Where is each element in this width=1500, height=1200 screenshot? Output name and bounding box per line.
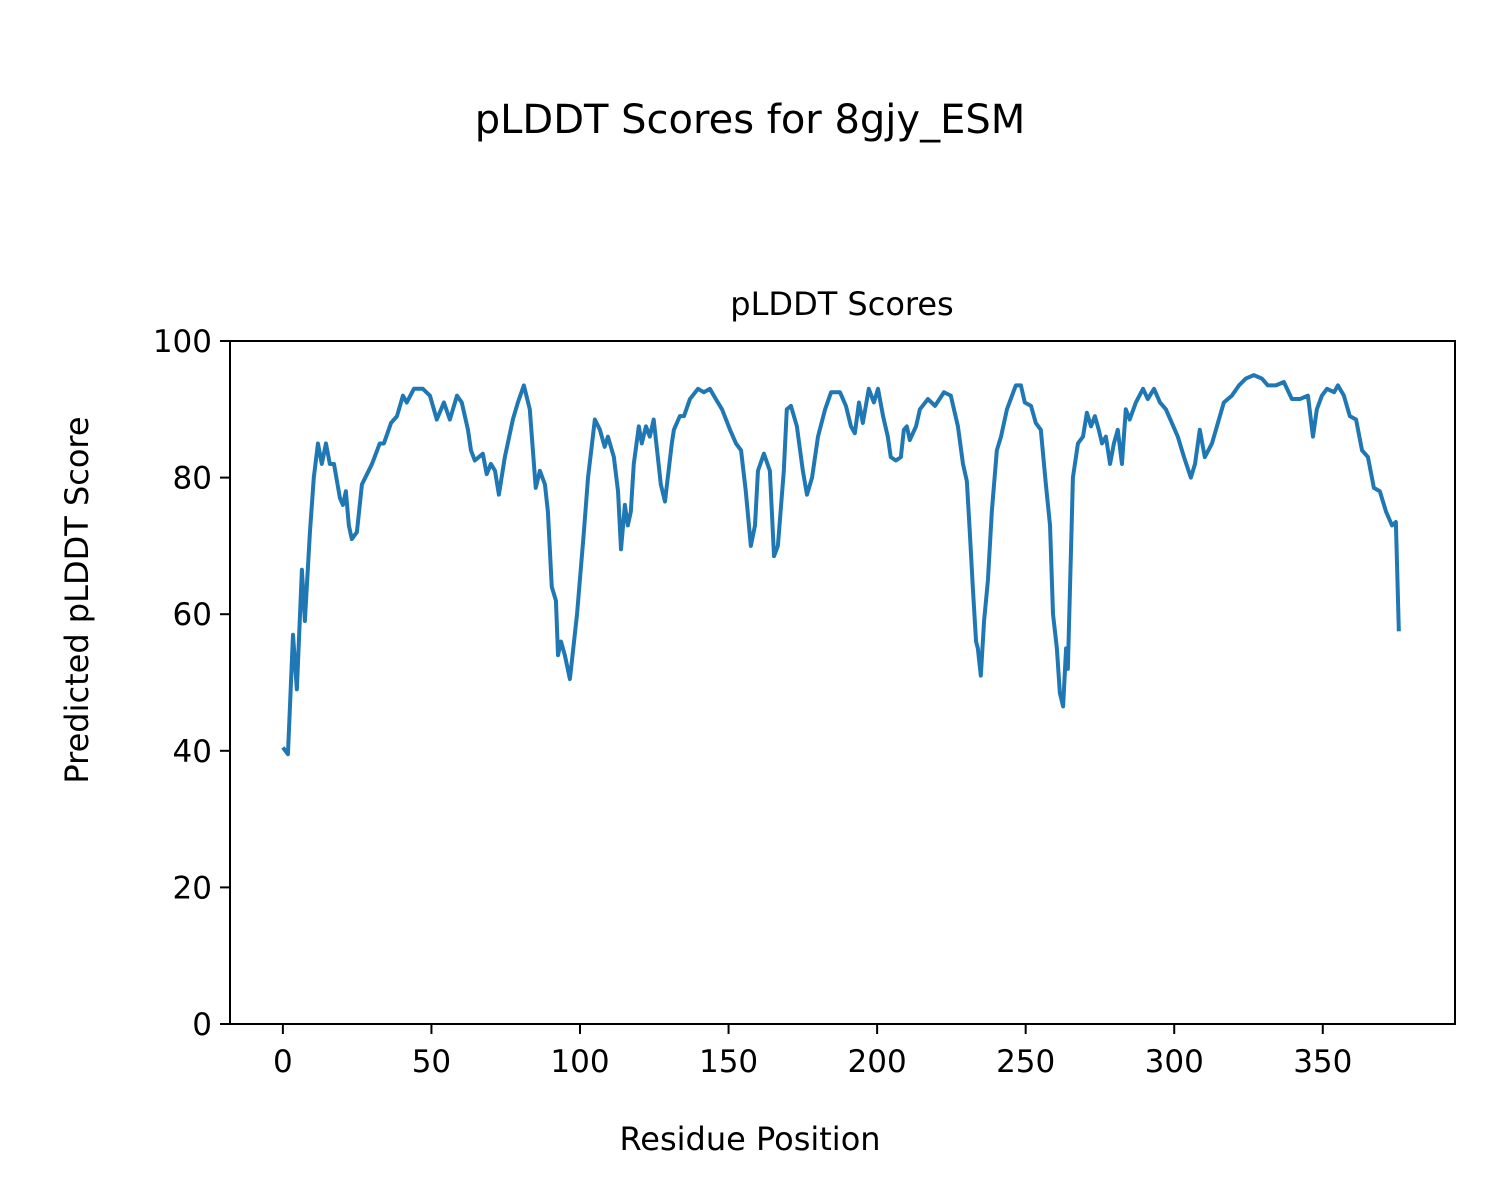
y-tick-label: 100 xyxy=(153,324,212,360)
x-tick-label: 100 xyxy=(550,1044,609,1080)
x-axis-label: Residue Position xyxy=(619,1120,880,1158)
x-tick-label: 0 xyxy=(273,1044,293,1080)
y-tick-label: 60 xyxy=(173,597,212,633)
y-axis-label: Predicted pLDDT Score xyxy=(58,416,96,783)
x-tick-label: 250 xyxy=(996,1044,1055,1080)
data-line xyxy=(281,373,1401,757)
y-tick-label: 80 xyxy=(173,461,212,497)
x-tick-label: 150 xyxy=(699,1044,758,1080)
y-tick-label: 40 xyxy=(173,734,212,770)
x-tick-label: 300 xyxy=(1145,1044,1204,1080)
x-tick-label: 350 xyxy=(1293,1044,1352,1080)
plot-frame xyxy=(229,340,1456,1025)
x-tick-label: 200 xyxy=(848,1044,907,1080)
x-tick-label: 50 xyxy=(412,1044,451,1080)
y-tick-label: 0 xyxy=(192,1007,212,1043)
chart-title: pLDDT Scores xyxy=(730,285,953,323)
figure-title: pLDDT Scores for 8gjy_ESM xyxy=(475,97,1026,143)
y-tick-label: 20 xyxy=(173,870,212,906)
